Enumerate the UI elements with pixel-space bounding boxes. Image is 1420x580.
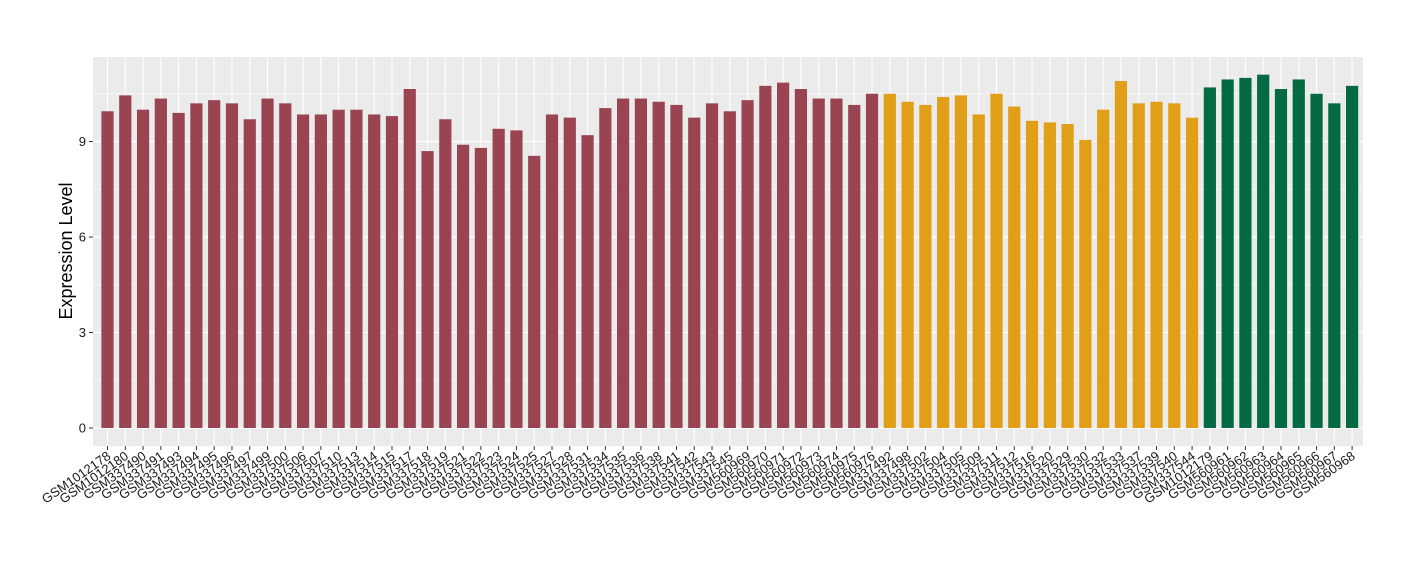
y-tick-label: 3	[79, 325, 86, 340]
bar-GSM560969	[741, 100, 754, 428]
bar-GSM337509	[972, 114, 985, 429]
bar-GSM337545	[723, 111, 736, 428]
bar-GSM337543	[705, 103, 719, 429]
bar-GSM337506	[296, 114, 310, 429]
bar-GSM337504	[937, 96, 950, 428]
bar-GSM337497	[243, 119, 256, 429]
bar-GSM560968	[1346, 85, 1359, 428]
bar-GSM337507	[314, 114, 327, 429]
bar-GSM560972	[794, 89, 808, 428]
bar-GSM337513	[350, 109, 363, 428]
bar-GSM337493	[172, 112, 185, 429]
bar-GSM337532	[1097, 109, 1110, 428]
bar-GSM337537	[1132, 103, 1145, 429]
bar-GSM560976	[865, 93, 879, 428]
bar-GSM337542	[688, 117, 701, 428]
bar-GSM337529	[1061, 124, 1074, 428]
bar-GSM337512	[1008, 106, 1021, 428]
bar-GSM560970	[759, 85, 772, 428]
bar-GSM1012179	[1203, 87, 1216, 428]
bar-GSM337531	[581, 135, 594, 428]
bar-GSM337500	[279, 103, 292, 429]
bar-GSM560973	[812, 98, 825, 428]
bar-GSM560974	[830, 98, 843, 428]
bar-GSM337510	[332, 109, 345, 428]
bar-GSM560965	[1292, 79, 1305, 429]
bar-GSM337519	[439, 119, 452, 429]
bar-GSM337536	[634, 98, 647, 428]
bar-GSM560975	[848, 104, 861, 428]
bar-GSM337496	[225, 103, 239, 429]
bar-GSM337530	[1079, 139, 1092, 428]
bar-GSM560963	[1257, 74, 1270, 428]
x-axis: GSM1012178GSM1012180GSM337490GSM337491GS…	[39, 446, 1358, 506]
bar-GSM337490	[136, 109, 150, 428]
bar-GSM337505	[954, 95, 968, 429]
bar-GSM337499	[261, 98, 274, 428]
bar-GSM337538	[652, 101, 665, 429]
bar-GSM337534	[599, 108, 612, 429]
bar-GSM337521	[457, 144, 470, 428]
y-axis-title: Expression Level	[56, 182, 76, 319]
bar-GSM337528	[563, 117, 576, 428]
bar-GSM337525	[528, 155, 541, 428]
bar-GSM337517	[403, 89, 416, 428]
bar-GSM337524	[510, 130, 523, 428]
y-tick-label: 6	[79, 230, 86, 245]
bar-GSM337533	[1114, 81, 1128, 428]
y-axis: 0 3 6 9	[79, 134, 93, 436]
bar-GSM337540	[1168, 103, 1181, 429]
bar-GSM560971	[777, 82, 790, 428]
bar-GSM337514	[368, 114, 381, 429]
bar-GSM560966	[1310, 93, 1323, 428]
bar-GSM337527	[545, 114, 559, 429]
y-tick-label: 0	[79, 421, 86, 436]
bar-GSM337498	[901, 101, 914, 429]
bars	[101, 74, 1359, 429]
bar-GSM337502	[919, 104, 932, 428]
bar-GSM560962	[1239, 77, 1252, 429]
bar-GSM337539	[1150, 101, 1163, 429]
bar-GSM337492	[883, 93, 896, 428]
bar-GSM337511	[990, 93, 1003, 428]
bar-GSM337494	[190, 103, 203, 429]
bar-GSM337520	[1043, 122, 1056, 428]
bar-GSM337515	[385, 116, 399, 428]
bar-GSM560964	[1274, 89, 1288, 428]
bar-GSM560967	[1328, 103, 1341, 429]
bar-GSM337495	[208, 100, 221, 428]
bar-GSM337522	[474, 147, 487, 428]
bar-GSM560961	[1221, 79, 1234, 429]
bar-GSM1012180	[119, 95, 132, 429]
bar-GSM337516	[1025, 120, 1039, 428]
bar-GSM337518	[421, 151, 434, 429]
bar-GSM337523	[492, 128, 505, 428]
bar-GSM337544	[1185, 117, 1199, 428]
bar-GSM337491	[154, 98, 167, 428]
bar-GSM337535	[617, 98, 630, 428]
bar-GSM337541	[670, 104, 683, 428]
bar-GSM1012178	[101, 111, 114, 428]
y-tick-label: 9	[79, 134, 86, 149]
